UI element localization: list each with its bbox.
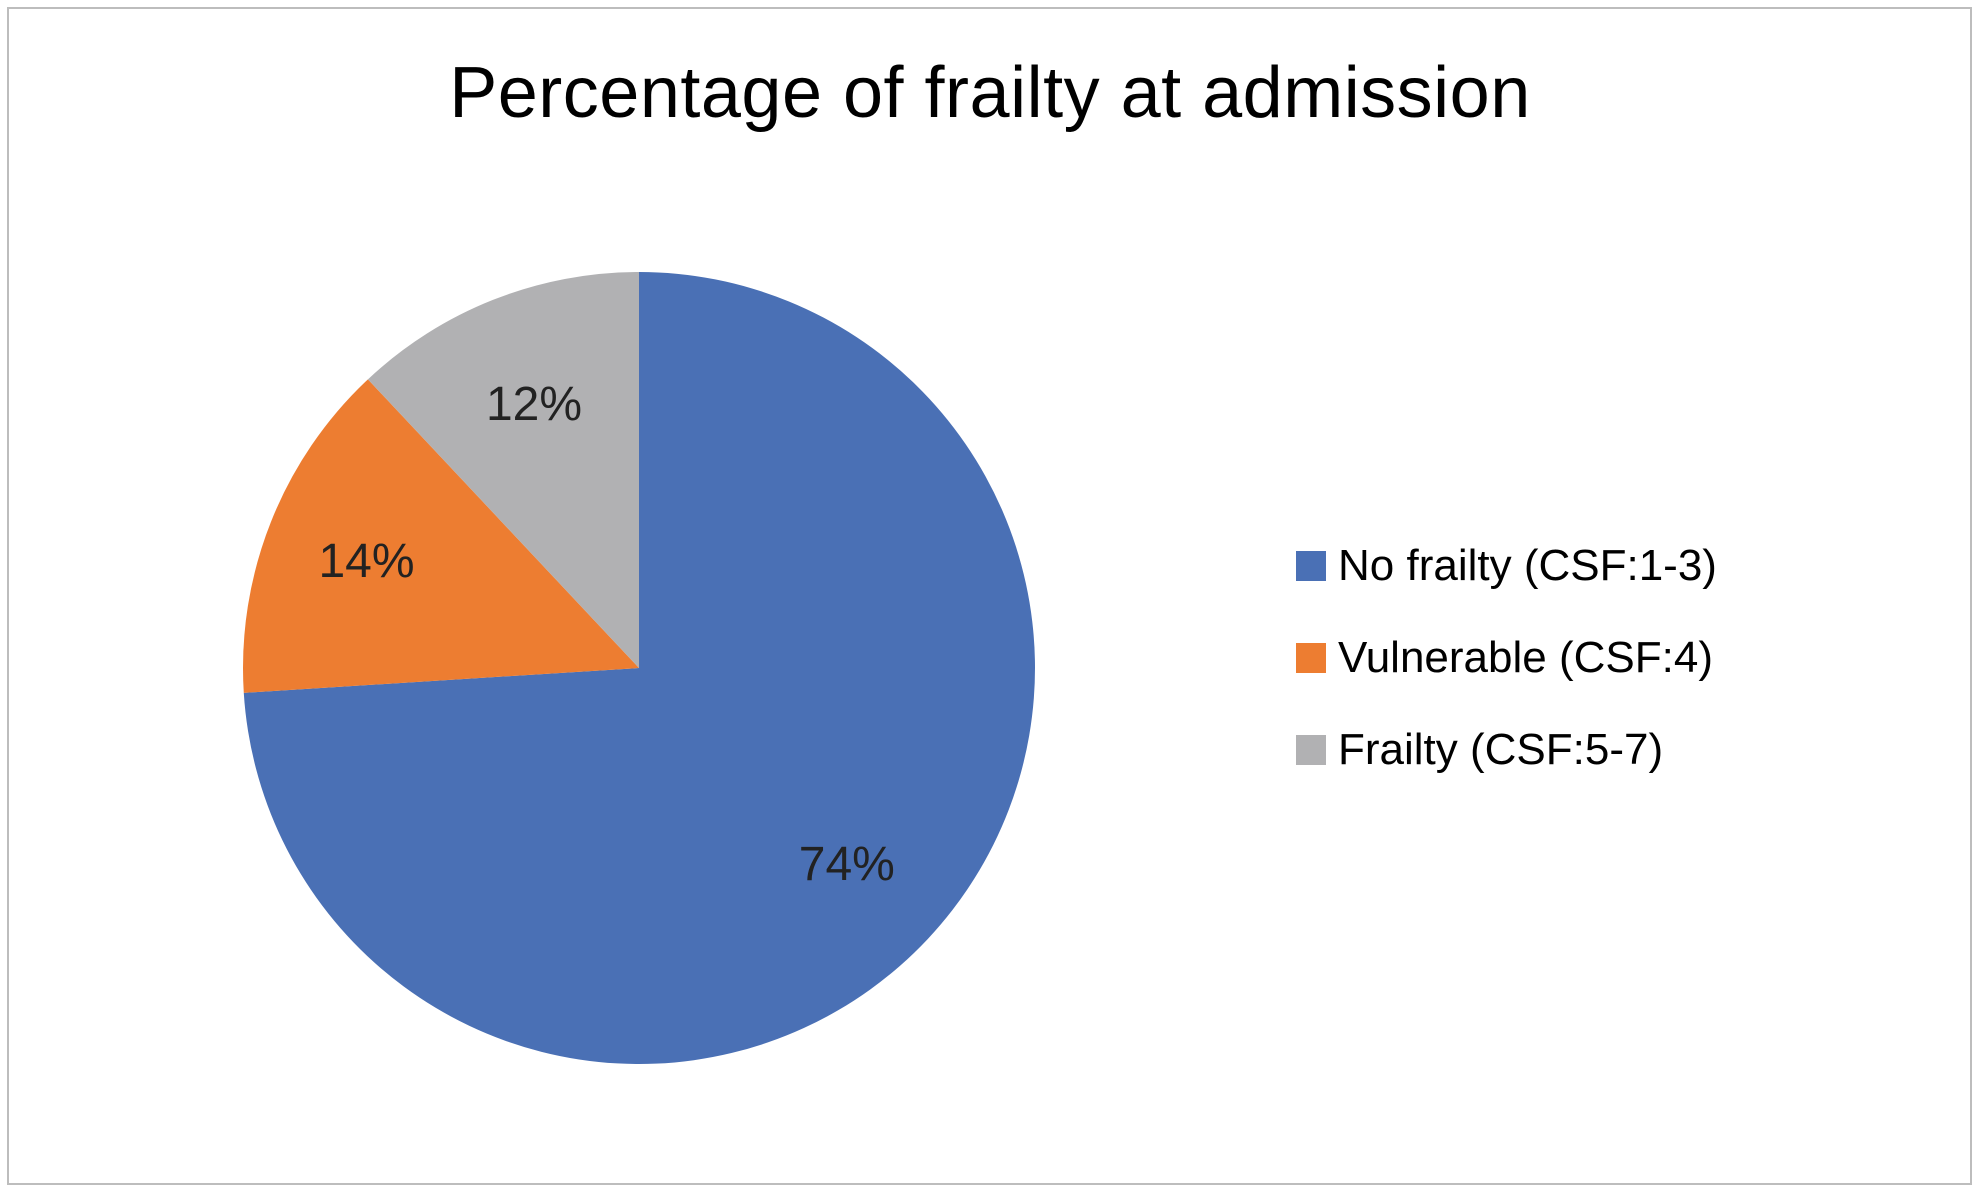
legend-swatch-no-frailty bbox=[1296, 551, 1326, 581]
legend-label-vulnerable: Vulnerable (CSF:4) bbox=[1338, 633, 1713, 682]
chart-title: Percentage of frailty at admission bbox=[449, 53, 1531, 133]
legend-item-vulnerable: Vulnerable (CSF:4) bbox=[1296, 633, 1717, 682]
legend-swatch-frailty bbox=[1296, 735, 1326, 765]
slice-label-frailty: 12% bbox=[486, 378, 582, 431]
legend-item-no-frailty: No frailty (CSF:1-3) bbox=[1296, 541, 1717, 590]
legend-item-frailty: Frailty (CSF:5-7) bbox=[1296, 725, 1717, 774]
pie-slice-frailty bbox=[367, 272, 639, 668]
slice-label-no-frailty: 74% bbox=[799, 838, 895, 891]
pie-slice-no-frailty bbox=[243, 272, 1035, 1065]
legend-label-frailty: Frailty (CSF:5-7) bbox=[1338, 725, 1664, 774]
pie-slice-vulnerable bbox=[242, 379, 640, 693]
slice-label-vulnerable: 14% bbox=[318, 535, 414, 588]
legend-swatch-vulnerable bbox=[1296, 643, 1326, 673]
chart-legend: No frailty (CSF:1-3) Vulnerable (CSF:4) … bbox=[1296, 541, 1717, 818]
legend-label-no-frailty: No frailty (CSF:1-3) bbox=[1338, 541, 1717, 590]
